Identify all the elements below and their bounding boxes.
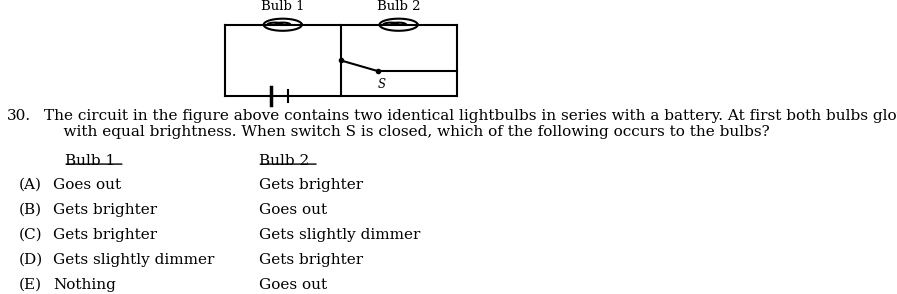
Text: The circuit in the figure above contains two identical lightbulbs in series with: The circuit in the figure above contains…: [44, 109, 897, 139]
Text: Goes out: Goes out: [259, 278, 327, 292]
Text: Bulb 2: Bulb 2: [377, 0, 421, 13]
Text: (D): (D): [19, 253, 43, 267]
Text: Nothing: Nothing: [53, 278, 116, 292]
Text: 30.: 30.: [7, 109, 30, 123]
Text: Bulb 2: Bulb 2: [259, 154, 309, 168]
Text: (E): (E): [19, 278, 42, 292]
Text: Gets slightly dimmer: Gets slightly dimmer: [53, 253, 214, 267]
Text: (C): (C): [19, 228, 43, 242]
Text: (B): (B): [19, 203, 42, 217]
Text: Goes out: Goes out: [53, 178, 121, 192]
Text: Gets brighter: Gets brighter: [259, 253, 363, 267]
Text: Gets brighter: Gets brighter: [53, 228, 157, 242]
Text: S: S: [378, 78, 386, 91]
Text: (A): (A): [19, 178, 42, 192]
Text: Goes out: Goes out: [259, 203, 327, 217]
Text: Bulb 1: Bulb 1: [261, 0, 304, 13]
Text: Gets brighter: Gets brighter: [259, 178, 363, 192]
Text: Bulb 1: Bulb 1: [65, 154, 115, 168]
Text: Gets brighter: Gets brighter: [53, 203, 157, 217]
Text: Gets slightly dimmer: Gets slightly dimmer: [259, 228, 421, 242]
